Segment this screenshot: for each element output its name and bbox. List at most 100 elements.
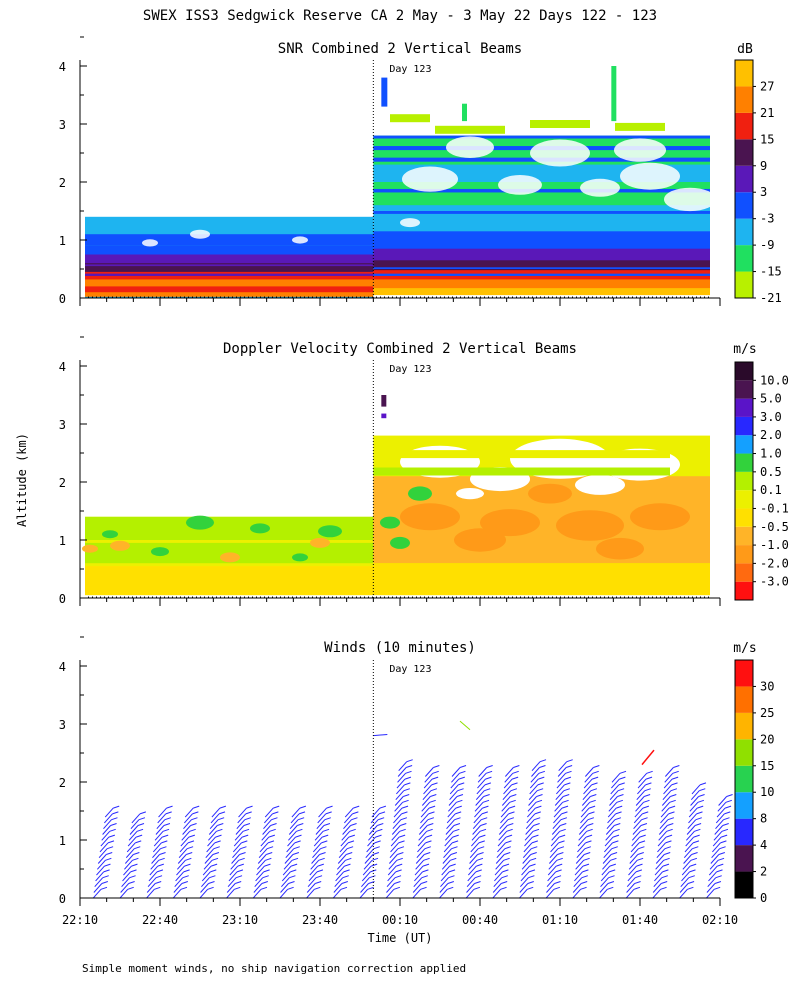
wind-barb bbox=[211, 807, 221, 818]
wind-barb bbox=[638, 772, 648, 783]
wind-barb bbox=[253, 883, 263, 893]
wind-barb-feather bbox=[666, 828, 673, 832]
colorbar-label: 0.5 bbox=[760, 465, 782, 479]
wind-barb bbox=[711, 848, 720, 859]
wind-barb-feather bbox=[635, 875, 642, 879]
wind-barb bbox=[554, 796, 564, 806]
wind-barb-feather bbox=[346, 852, 353, 855]
wind-barb bbox=[305, 888, 315, 899]
wind-barb bbox=[232, 842, 242, 853]
wind-barb bbox=[124, 854, 134, 864]
wind-barb bbox=[258, 848, 268, 859]
colorbar-swatch bbox=[735, 845, 753, 872]
colorbar-swatch bbox=[735, 712, 753, 740]
wind-barb bbox=[635, 801, 644, 812]
colorbar-swatch bbox=[735, 139, 753, 166]
wind-barb bbox=[392, 819, 402, 830]
wind-barb-feather bbox=[424, 852, 431, 855]
wind-barb bbox=[445, 825, 455, 835]
wind-barb-feather bbox=[556, 857, 563, 861]
wind-barb-feather bbox=[535, 799, 543, 803]
wind-barb-feather bbox=[433, 765, 440, 768]
wind-barb bbox=[177, 854, 187, 864]
wind-barb-feather bbox=[529, 857, 537, 861]
wind-barb-feather bbox=[535, 805, 542, 809]
wind-barb bbox=[441, 859, 451, 870]
wind-barb-feather bbox=[235, 875, 243, 879]
wind-barb bbox=[315, 825, 325, 835]
wind-barb bbox=[254, 877, 264, 888]
snr-patch bbox=[462, 103, 467, 122]
wind-barb-feather bbox=[691, 852, 698, 855]
wind-barb-feather bbox=[272, 811, 279, 815]
wind-barb bbox=[633, 819, 642, 830]
wind-barb-feather bbox=[243, 823, 251, 826]
wind-barb bbox=[472, 825, 481, 835]
colorbar-label: 4 bbox=[760, 838, 767, 852]
wind-barb bbox=[285, 848, 295, 859]
wind-barb-feather bbox=[345, 857, 352, 861]
wind-barb bbox=[287, 836, 296, 847]
wind-barb-feather bbox=[479, 828, 487, 832]
wind-barb-feather bbox=[110, 823, 117, 826]
wind-barb bbox=[183, 813, 193, 824]
wind-barb-feather bbox=[135, 840, 142, 844]
wind-profile bbox=[679, 782, 707, 899]
snr-layer bbox=[373, 248, 710, 264]
wind-barb bbox=[339, 842, 349, 853]
wind-barb-feather bbox=[186, 852, 193, 855]
wind-barb-feather bbox=[638, 846, 645, 850]
wind-barb bbox=[397, 767, 407, 777]
wind-barb bbox=[387, 865, 397, 876]
wind-barb bbox=[495, 859, 504, 870]
wind-barb bbox=[423, 778, 433, 789]
wind-barb-feather bbox=[341, 881, 349, 884]
wind-barb-feather bbox=[642, 805, 650, 809]
wind-barb-feather bbox=[237, 863, 244, 867]
wind-barb-feather bbox=[403, 788, 410, 792]
wind-barb bbox=[397, 772, 406, 783]
wind-barb-feather bbox=[612, 840, 619, 844]
wind-barb bbox=[263, 813, 273, 824]
wind-barb bbox=[420, 807, 430, 818]
wind-barb-feather bbox=[539, 765, 546, 768]
velocity-patch bbox=[220, 552, 240, 563]
snr-gap bbox=[446, 136, 494, 158]
wind-barb-feather bbox=[102, 875, 109, 879]
wind-barb bbox=[519, 883, 529, 893]
wind-barb-feather bbox=[501, 875, 508, 879]
wind-barb-feather bbox=[534, 817, 541, 821]
wind-barb bbox=[367, 836, 376, 847]
wind-barb-feather bbox=[451, 840, 459, 844]
wind-barb bbox=[155, 825, 165, 835]
colorbar-label: 10 bbox=[760, 785, 774, 799]
wind-barb-feather bbox=[459, 765, 467, 768]
wind-barb-feather bbox=[107, 840, 115, 844]
wind-barb-feather bbox=[478, 840, 485, 844]
velocity-patch bbox=[186, 515, 214, 530]
wind-barb-feather bbox=[430, 788, 438, 792]
wind-barb bbox=[628, 859, 638, 870]
wind-barb-feather bbox=[508, 805, 516, 809]
wind-barb-feather bbox=[534, 811, 541, 815]
wind-barb-feather bbox=[403, 794, 410, 797]
wind-barb-feather bbox=[235, 881, 242, 884]
snr-patch bbox=[435, 125, 505, 134]
wind-barb bbox=[602, 859, 611, 870]
wind-barb bbox=[584, 772, 594, 783]
wind-barb-feather bbox=[100, 886, 108, 890]
wind-profile bbox=[625, 770, 653, 899]
wind-barb bbox=[444, 830, 454, 841]
wind-barb-feather bbox=[161, 840, 168, 844]
wind-barb-feather bbox=[588, 805, 596, 809]
y-tick-label: 3 bbox=[59, 718, 66, 732]
wind-barb-feather bbox=[667, 823, 674, 826]
wind-barb bbox=[307, 877, 317, 888]
wind-barb-feather bbox=[697, 805, 704, 809]
wind-barb bbox=[232, 848, 241, 859]
wind-barb bbox=[174, 877, 184, 888]
snr-layer bbox=[373, 260, 710, 272]
snr-patch bbox=[530, 120, 590, 128]
wind-barb-feather bbox=[315, 875, 323, 879]
wind-barb-feather bbox=[427, 823, 434, 826]
